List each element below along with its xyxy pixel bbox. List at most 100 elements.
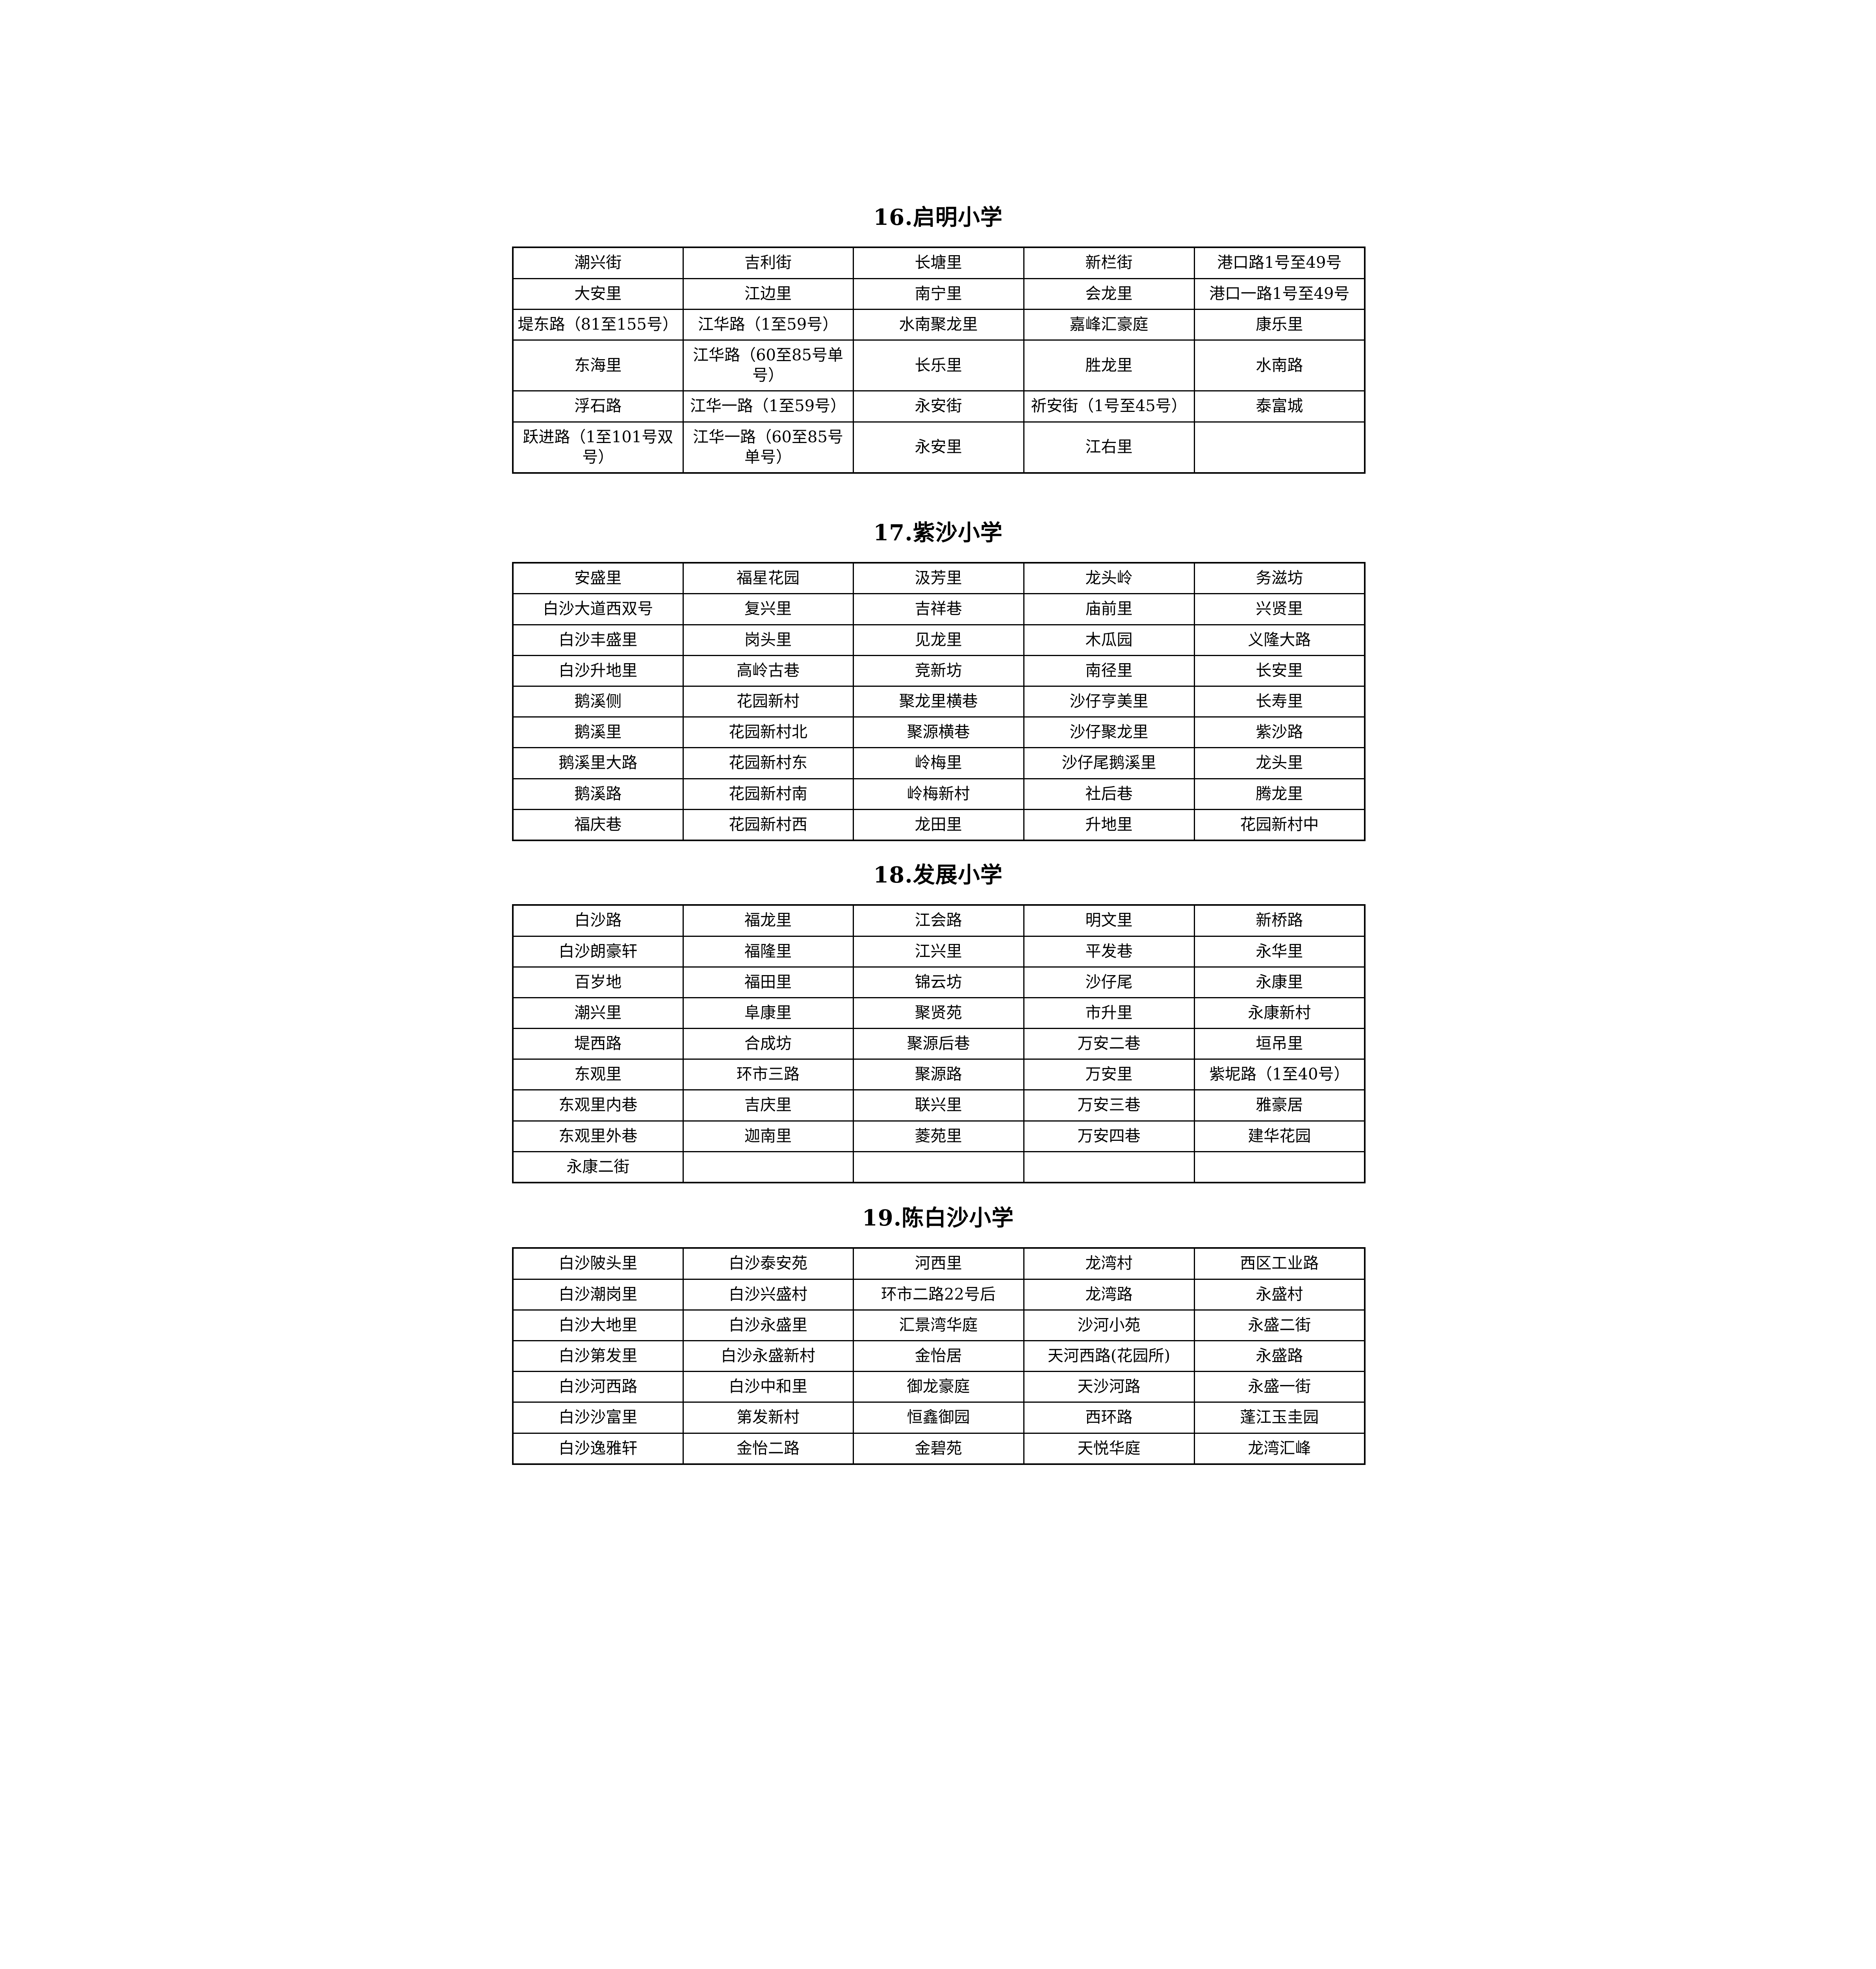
table-cell: 百岁地 [512,966,684,998]
zone-table-19: 白沙陂头里 白沙泰安苑 河西里 龙湾村 西区工业路 白沙潮岗里 白沙兴盛村 环市… [512,1247,1366,1465]
table-cell: 嘉峰汇豪庭 [1023,308,1195,341]
table-cell: 浮石路 [512,390,684,423]
table-cell: 福龙里 [682,904,854,937]
table-cell: 东海里 [512,339,684,392]
table-cell: 永安街 [852,390,1024,423]
table-cell: 紫沙路 [1193,716,1366,749]
table-row: 潮兴里 阜康里 聚贤苑 市升里 永康新村 [512,997,1366,1029]
table-cell [1193,421,1366,474]
table-cell: 新桥路 [1193,904,1366,937]
table-row: 鹅溪里 花园新村北 聚源横巷 沙仔聚龙里 紫沙路 [512,716,1366,749]
table-cell: 白沙泰安苑 [682,1247,854,1280]
table-cell: 金怡二路 [682,1432,854,1465]
table-cell: 兴贤里 [1193,593,1366,625]
table-cell: 白沙沙富里 [512,1402,684,1434]
table-cell [682,1151,854,1183]
zone-table-18: 白沙路 福龙里 江会路 明文里 新桥路 白沙朗豪轩 福隆里 江兴里 平发巷 永华… [512,904,1366,1184]
table-cell: 吉利街 [682,247,854,279]
section-title: 16.启明小学 [873,204,1003,230]
table-cell: 竞新坊 [852,654,1024,687]
table-row: 堤西路 合成坊 聚源后巷 万安二巷 垣吊里 [512,1028,1366,1060]
table-cell: 龙头里 [1193,747,1366,779]
table-cell: 岗头里 [682,624,854,656]
table-cell: 建华花园 [1193,1120,1366,1152]
table-row: 白沙陂头里 白沙泰安苑 河西里 龙湾村 西区工业路 [512,1247,1366,1280]
table-row: 堤东路（81至155号） 江华路（1至59号） 水南聚龙里 嘉峰汇豪庭 康乐里 [512,308,1366,341]
table-cell: 汇景湾华庭 [852,1309,1024,1342]
table-cell: 长寿里 [1193,686,1366,718]
table-cell: 白沙朗豪轩 [512,935,684,968]
table-cell: 阜康里 [682,997,854,1029]
table-cell: 万安四巷 [1023,1120,1195,1152]
table-row: 白沙大地里 白沙永盛里 汇景湾华庭 沙河小苑 永盛二街 [512,1309,1366,1342]
table-cell: 龙田里 [852,808,1024,841]
zone-table-16: 潮兴街 吉利街 长塘里 新栏街 港口路1号至49号 大安里 江边里 南宁里 会龙… [512,247,1366,474]
table-cell: 西区工业路 [1193,1247,1366,1280]
table-cell: 万安二巷 [1023,1028,1195,1060]
table-row: 鹅溪路 花园新村南 岭梅新村 社后巷 腾龙里 [512,778,1366,810]
table-row: 白沙升地里 高岭古巷 竞新坊 南径里 长安里 [512,654,1366,687]
table-cell: 天悦华庭 [1023,1432,1195,1465]
table-cell: 白沙永盛里 [682,1309,854,1342]
table-cell: 跃进路（1至101号双号） [512,421,684,474]
table-cell: 福星花园 [682,562,854,595]
table-cell: 吉祥巷 [852,593,1024,625]
table-cell: 江会路 [852,904,1024,937]
table-cell: 环市三路 [682,1059,854,1091]
table-cell: 聚源路 [852,1059,1024,1091]
table-cell: 长塘里 [852,247,1024,279]
table-cell: 水南聚龙里 [852,308,1024,341]
table-cell: 江华路（1至59号） [682,308,854,341]
table-cell: 垣吊里 [1193,1028,1366,1060]
table-row: 跃进路（1至101号双号） 江华一路（60至85号单号） 永安里 江右里 [512,421,1366,474]
section-title: 17.紫沙小学 [873,519,1003,546]
table-row: 东海里 江华路（60至85号单号） 长乐里 胜龙里 水南路 [512,339,1366,392]
table-cell: 腾龙里 [1193,778,1366,810]
table-row: 浮石路 江华一路（1至59号） 永安街 祈安街（1号至45号） 泰富城 [512,390,1366,423]
table-cell: 龙湾路 [1023,1278,1195,1311]
table-cell: 岭梅新村 [852,778,1024,810]
table-row: 白沙沙富里 第发新村 恒鑫御园 西环路 蓬江玉圭园 [512,1402,1366,1434]
table-cell: 环市二路22号后 [852,1278,1024,1311]
table-cell: 明文里 [1023,904,1195,937]
table-cell: 白沙永盛新村 [682,1340,854,1372]
table-cell: 白沙兴盛村 [682,1278,854,1311]
table-row: 东观里内巷 吉庆里 联兴里 万安三巷 雅豪居 [512,1089,1366,1122]
table-cell: 新栏街 [1023,247,1195,279]
section-title: 19.陈白沙小学 [862,1205,1014,1231]
table-cell: 福庆巷 [512,808,684,841]
table-cell: 合成坊 [682,1028,854,1060]
table-cell: 康乐里 [1193,308,1366,341]
table-cell: 西环路 [1023,1402,1195,1434]
table-cell: 长安里 [1193,654,1366,687]
table-cell: 岭梅里 [852,747,1024,779]
table-cell: 锦云坊 [852,966,1024,998]
table-cell: 高岭古巷 [682,654,854,687]
table-cell: 聚龙里横巷 [852,686,1024,718]
table-cell: 天河西路(花园所) [1023,1340,1195,1372]
table-cell: 胜龙里 [1023,339,1195,392]
table-cell: 东观里内巷 [512,1089,684,1122]
table-cell: 蓬江玉圭园 [1193,1402,1366,1434]
table-cell: 堤东路（81至155号） [512,308,684,341]
table-cell: 白沙逸雅轩 [512,1432,684,1465]
table-cell: 水南路 [1193,339,1366,392]
table-cell: 江兴里 [852,935,1024,968]
table-row: 白沙河西路 白沙中和里 御龙豪庭 天沙河路 永盛一街 [512,1371,1366,1403]
table-cell: 江华一路（1至59号） [682,390,854,423]
table-cell: 天沙河路 [1023,1371,1195,1403]
section-spacer [512,1183,1364,1205]
table-row: 鹅溪里大路 花园新村东 岭梅里 沙仔尾鹅溪里 龙头里 [512,747,1366,779]
table-cell: 永康里 [1193,966,1366,998]
table-cell: 龙头岭 [1023,562,1195,595]
table-row: 白沙路 福龙里 江会路 明文里 新桥路 [512,904,1366,937]
table-cell: 江右里 [1023,421,1195,474]
table-cell: 白沙升地里 [512,654,684,687]
table-cell: 花园新村中 [1193,808,1366,841]
table-cell: 永康新村 [1193,997,1366,1029]
table-cell: 福隆里 [682,935,854,968]
table-cell: 金碧苑 [852,1432,1024,1465]
table-cell: 金怡居 [852,1340,1024,1372]
table-cell [852,1151,1024,1183]
